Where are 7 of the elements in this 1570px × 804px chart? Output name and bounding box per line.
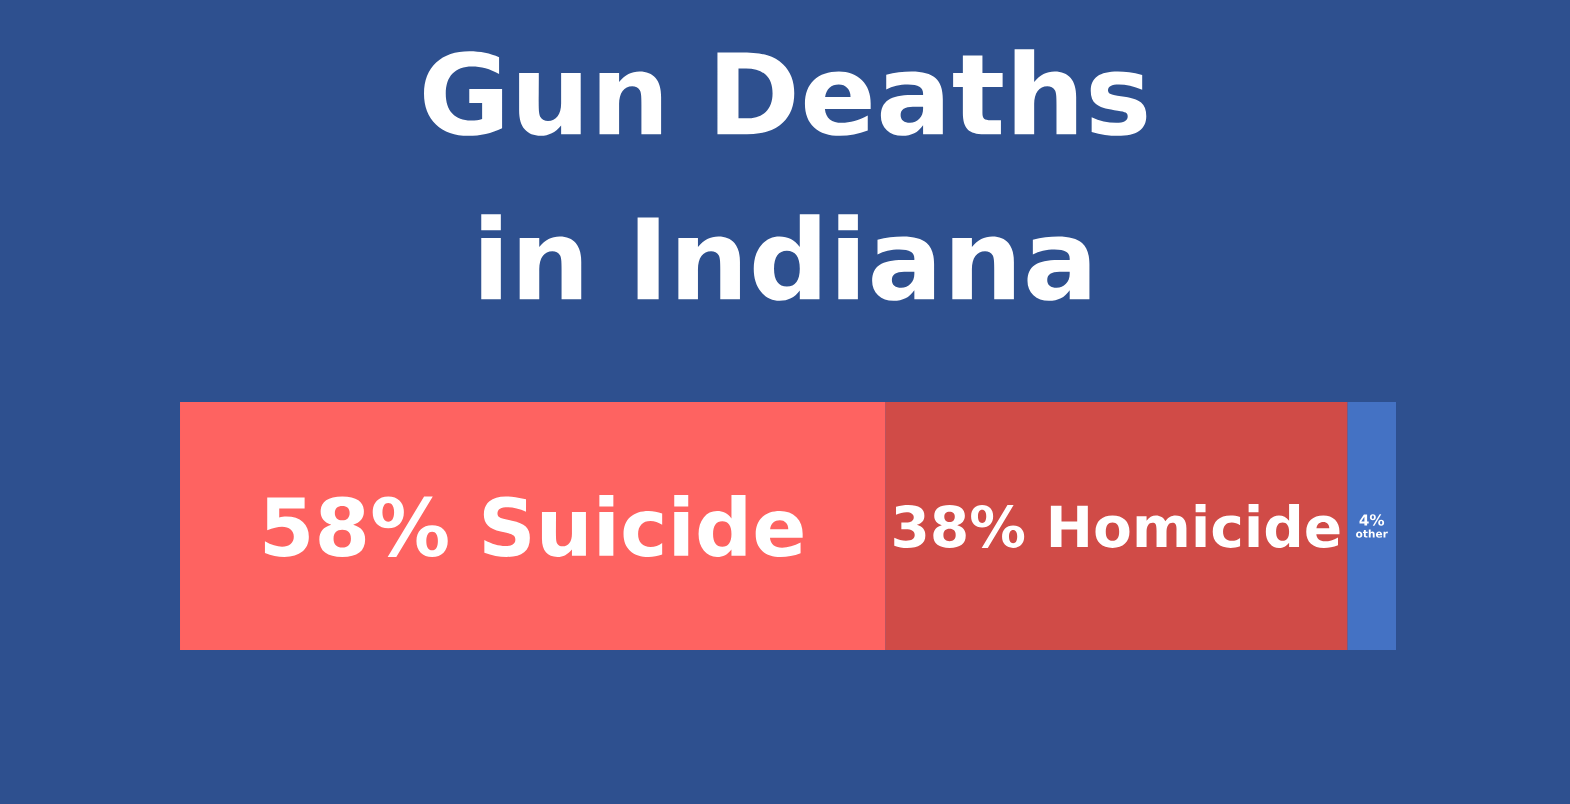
data-label: 4% <box>1359 514 1385 526</box>
series-label: other <box>1356 529 1388 538</box>
chart-title: Gun Deaths in Indiana <box>424 49 1147 301</box>
data-label: 38% <box>894 505 1025 548</box>
data-label: 58% <box>264 496 448 557</box>
series-label: Homicide <box>1050 504 1340 548</box>
series-label: Suicide <box>483 495 803 557</box>
